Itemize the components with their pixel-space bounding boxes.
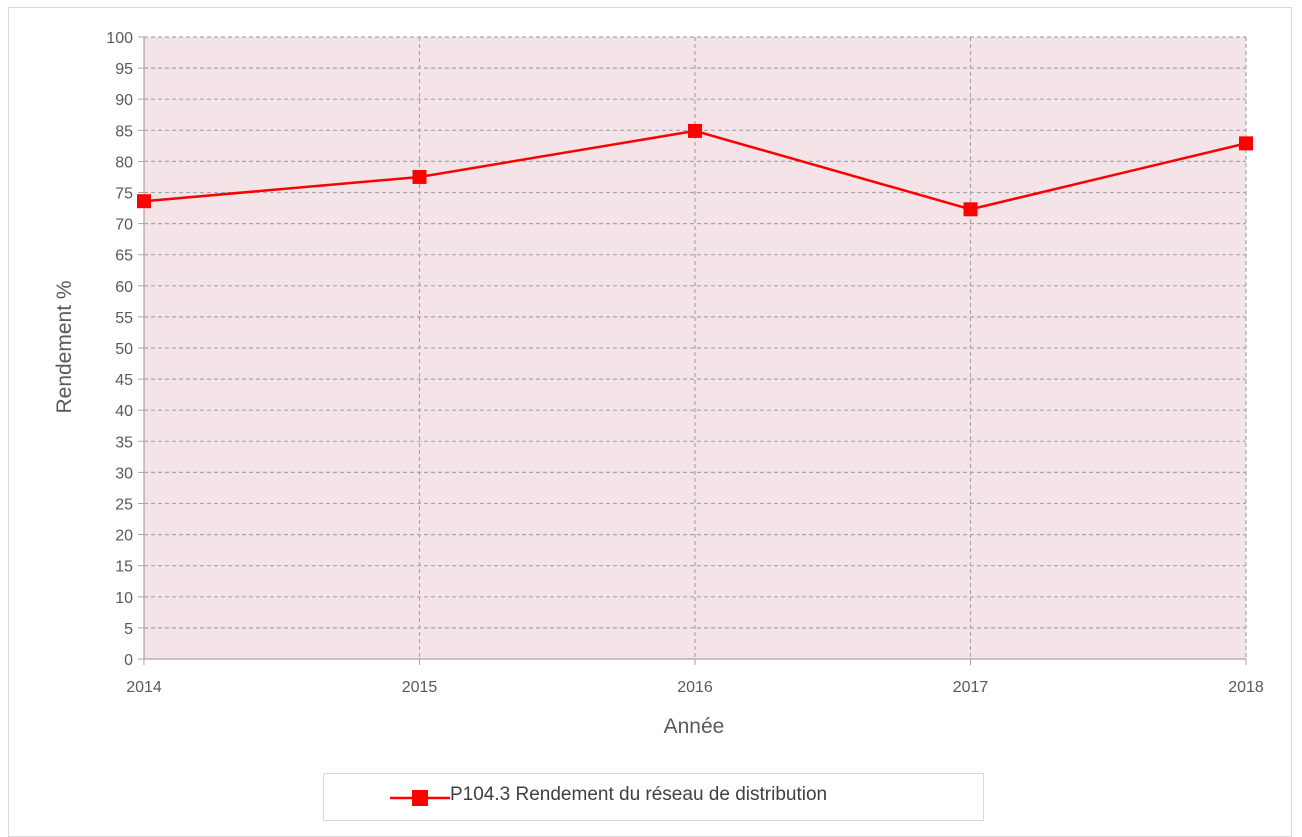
y-tick-label: 60 bbox=[115, 279, 133, 296]
y-tick-label: 100 bbox=[106, 30, 133, 47]
y-tick-label: 35 bbox=[115, 434, 133, 451]
y-axis-ticks: 0 5 10 15 20 25 30 35 40 45 50 55 60 65 70 75 80 85 90 95 10… bbox=[106, 30, 144, 669]
data-point-marker bbox=[688, 123, 702, 138]
y-tick-label: 5 bbox=[124, 621, 133, 638]
data-point-marker bbox=[137, 194, 151, 209]
y-tick-label: 90 bbox=[115, 92, 133, 109]
y-tick-label: 25 bbox=[115, 497, 133, 514]
y-tick-label: 45 bbox=[115, 372, 133, 389]
series-layer bbox=[137, 123, 1253, 217]
y-tick-label: 65 bbox=[115, 248, 133, 265]
y-axis-title: Rendement % bbox=[53, 280, 76, 413]
y-tick-label: 15 bbox=[115, 559, 133, 576]
y-tick-label: 85 bbox=[115, 123, 133, 140]
y-tick-label: 30 bbox=[115, 465, 133, 482]
y-tick-label: 50 bbox=[115, 341, 133, 358]
x-axis-ticks: 2014 2015 2016 2017 2018 bbox=[126, 659, 1264, 696]
y-tick-label: 10 bbox=[115, 590, 133, 607]
legend-label: P104.3 Rendement du réseau de distributi… bbox=[450, 784, 828, 805]
data-point-marker bbox=[963, 202, 978, 217]
x-tick-label: 2014 bbox=[126, 679, 162, 696]
y-tick-label: 95 bbox=[115, 61, 133, 78]
gridlines bbox=[143, 36, 1247, 660]
x-tick-label: 2015 bbox=[402, 679, 438, 696]
x-tick-label: 2018 bbox=[1228, 679, 1264, 696]
y-tick-label: 55 bbox=[115, 310, 133, 327]
x-tick-label: 2017 bbox=[953, 679, 989, 696]
y-tick-label: 40 bbox=[115, 403, 133, 420]
data-point-marker bbox=[1239, 136, 1253, 151]
y-tick-label: 0 bbox=[124, 652, 133, 669]
y-tick-label: 20 bbox=[115, 528, 133, 545]
legend bbox=[323, 773, 984, 821]
y-tick-label: 80 bbox=[115, 154, 133, 171]
y-tick-label: 70 bbox=[115, 217, 133, 234]
legend-swatch bbox=[390, 790, 450, 806]
y-tick-label: 75 bbox=[115, 186, 133, 203]
data-point-marker bbox=[412, 169, 427, 184]
x-axis-title: Année bbox=[664, 715, 725, 738]
x-tick-label: 2016 bbox=[677, 679, 713, 696]
